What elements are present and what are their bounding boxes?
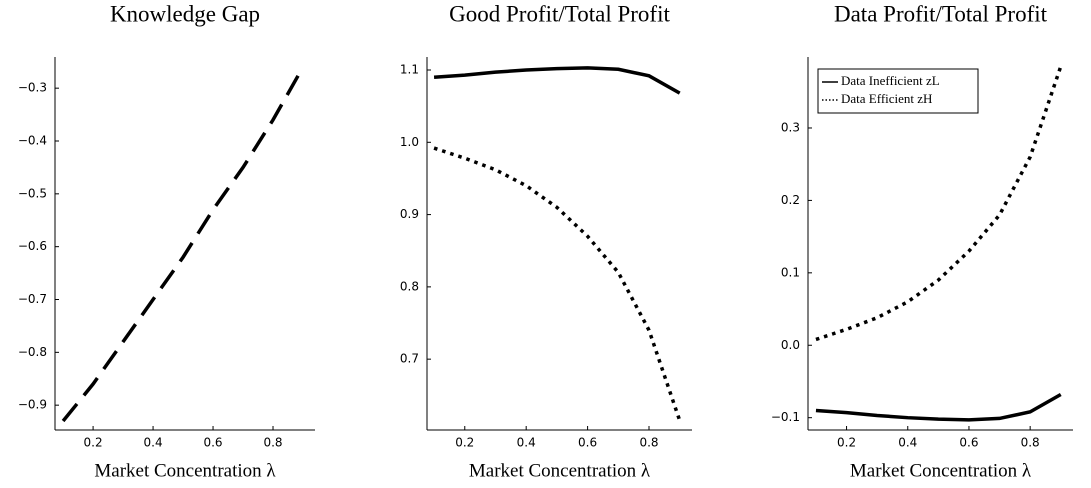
y-tick-label: −0.9: [18, 398, 47, 412]
x-tick-label: 0.4: [517, 436, 536, 450]
x-tick-label: 0.8: [1021, 436, 1040, 450]
data-line: [61, 66, 305, 423]
x-tick-label: 0.2: [455, 436, 474, 450]
chart-title: Good Profit/Total Profit: [449, 1, 670, 26]
x-tick-label: 0.6: [578, 436, 597, 450]
y-tick-label: 0.0: [781, 338, 800, 352]
y-tick-label: 0.2: [781, 193, 800, 207]
chart-title: Data Profit/Total Profit: [834, 1, 1048, 26]
x-axis-label: Market Concentration λ: [850, 460, 1032, 481]
legend-label: Data Efficient zH: [841, 91, 932, 106]
x-axis-label: Market Concentration λ: [94, 460, 276, 481]
y-tick-label: −0.8: [18, 345, 47, 359]
data-line: [815, 392, 1062, 422]
x-tick-label: 0.6: [203, 436, 222, 450]
y-tick-label: 1.1: [400, 63, 419, 77]
x-tick-label: 0.2: [837, 436, 856, 450]
data-line: [815, 65, 1063, 342]
y-tick-label: −0.1: [771, 410, 800, 424]
y-tick-label: −0.6: [18, 239, 47, 253]
y-tick-label: 0.1: [781, 265, 800, 279]
x-tick-label: 0.4: [898, 436, 917, 450]
x-tick-label: 0.8: [263, 436, 282, 450]
x-tick-label: 0.4: [144, 436, 163, 450]
y-tick-label: 0.9: [400, 207, 419, 221]
data-line: [433, 66, 681, 95]
x-tick-label: 0.8: [639, 436, 658, 450]
y-tick-label: 0.7: [400, 352, 419, 366]
y-tick-label: 0.3: [781, 120, 800, 134]
x-tick-label: 0.2: [84, 436, 103, 450]
y-tick-label: 0.8: [400, 279, 419, 293]
x-axis-label: Market Concentration λ: [469, 460, 651, 481]
y-tick-label: 1.0: [400, 135, 419, 149]
x-tick-label: 0.6: [959, 436, 978, 450]
y-tick-label: −0.7: [18, 292, 47, 306]
y-tick-label: −0.5: [18, 186, 47, 200]
y-tick-label: −0.4: [18, 134, 47, 148]
chart-title: Knowledge Gap: [110, 1, 260, 26]
y-tick-label: −0.3: [18, 81, 47, 95]
legend-box: [817, 68, 979, 114]
data-line: [433, 146, 682, 422]
legend-label: Data Inefficient zL: [841, 73, 940, 88]
